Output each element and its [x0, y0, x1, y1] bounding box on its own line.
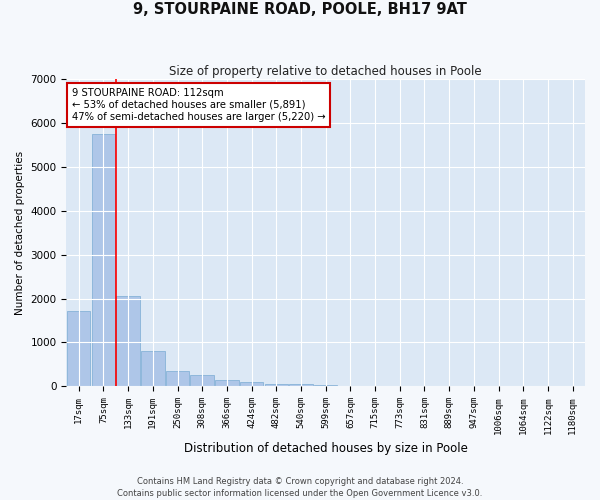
Bar	[141, 351, 164, 386]
Bar	[92, 134, 115, 386]
Bar	[190, 376, 214, 386]
Bar	[116, 296, 140, 386]
Bar	[67, 311, 91, 386]
Y-axis label: Number of detached properties: Number of detached properties	[15, 150, 25, 315]
Text: Contains HM Land Registry data © Crown copyright and database right 2024.
Contai: Contains HM Land Registry data © Crown c…	[118, 476, 482, 498]
X-axis label: Distribution of detached houses by size in Poole: Distribution of detached houses by size …	[184, 442, 467, 455]
Text: 9 STOURPAINE ROAD: 112sqm
← 53% of detached houses are smaller (5,891)
47% of se: 9 STOURPAINE ROAD: 112sqm ← 53% of detac…	[71, 88, 325, 122]
Bar	[215, 380, 239, 386]
Text: 9, STOURPAINE ROAD, POOLE, BH17 9AT: 9, STOURPAINE ROAD, POOLE, BH17 9AT	[133, 2, 467, 18]
Title: Size of property relative to detached houses in Poole: Size of property relative to detached ho…	[169, 65, 482, 78]
Bar	[289, 384, 313, 386]
Bar	[314, 384, 337, 386]
Bar	[240, 382, 263, 386]
Bar	[166, 371, 189, 386]
Bar	[265, 384, 288, 386]
